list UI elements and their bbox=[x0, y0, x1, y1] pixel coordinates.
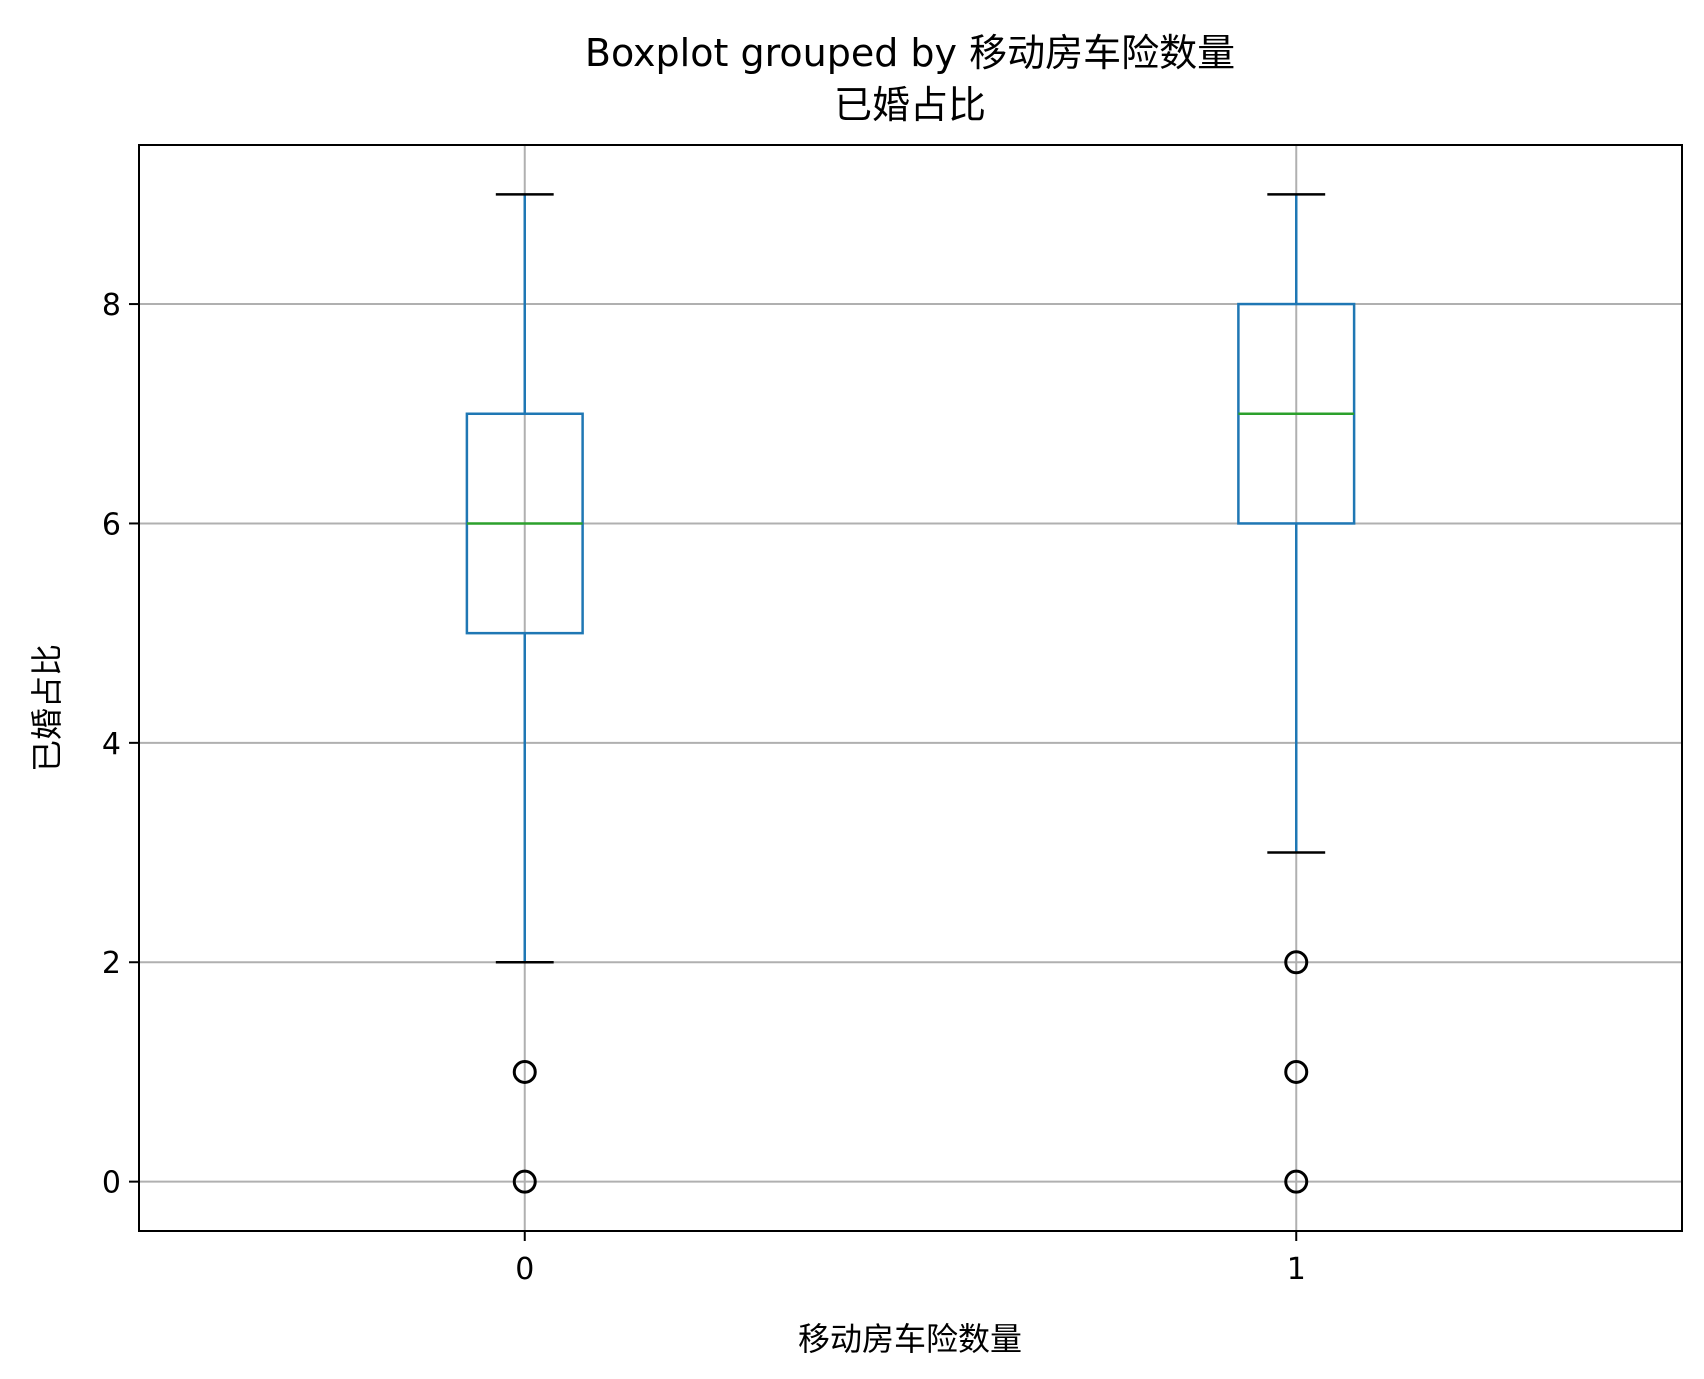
plot-frame bbox=[138, 144, 1683, 1232]
box-group bbox=[1237, 193, 1356, 1194]
y-tick-label: 2 bbox=[102, 946, 121, 981]
box-layer bbox=[465, 193, 1356, 1194]
chart-title: Boxplot grouped by 移动房车险数量 bbox=[585, 31, 1235, 75]
tick-layer: 0 2 4 6 8 0 1 bbox=[102, 288, 1306, 1287]
box-group bbox=[465, 193, 584, 1194]
y-tick-label: 0 bbox=[102, 1166, 121, 1201]
outlier-point bbox=[1284, 1059, 1309, 1084]
x-axis-label: 移动房车险数量 bbox=[798, 1320, 1022, 1358]
chart-subtitle: 已婚占比 bbox=[834, 83, 986, 127]
x-tick-label: 0 bbox=[515, 1252, 534, 1287]
y-axis-label: 已婚占比 bbox=[28, 644, 66, 772]
y-tick-label: 8 bbox=[102, 288, 121, 323]
outlier-point bbox=[512, 1059, 537, 1084]
x-tick-label: 1 bbox=[1287, 1252, 1306, 1287]
outlier-point bbox=[512, 1169, 537, 1194]
outlier-point bbox=[1284, 950, 1309, 975]
y-tick-label: 6 bbox=[102, 507, 121, 542]
outlier-point bbox=[1284, 1169, 1309, 1194]
y-tick-label: 4 bbox=[102, 727, 121, 762]
